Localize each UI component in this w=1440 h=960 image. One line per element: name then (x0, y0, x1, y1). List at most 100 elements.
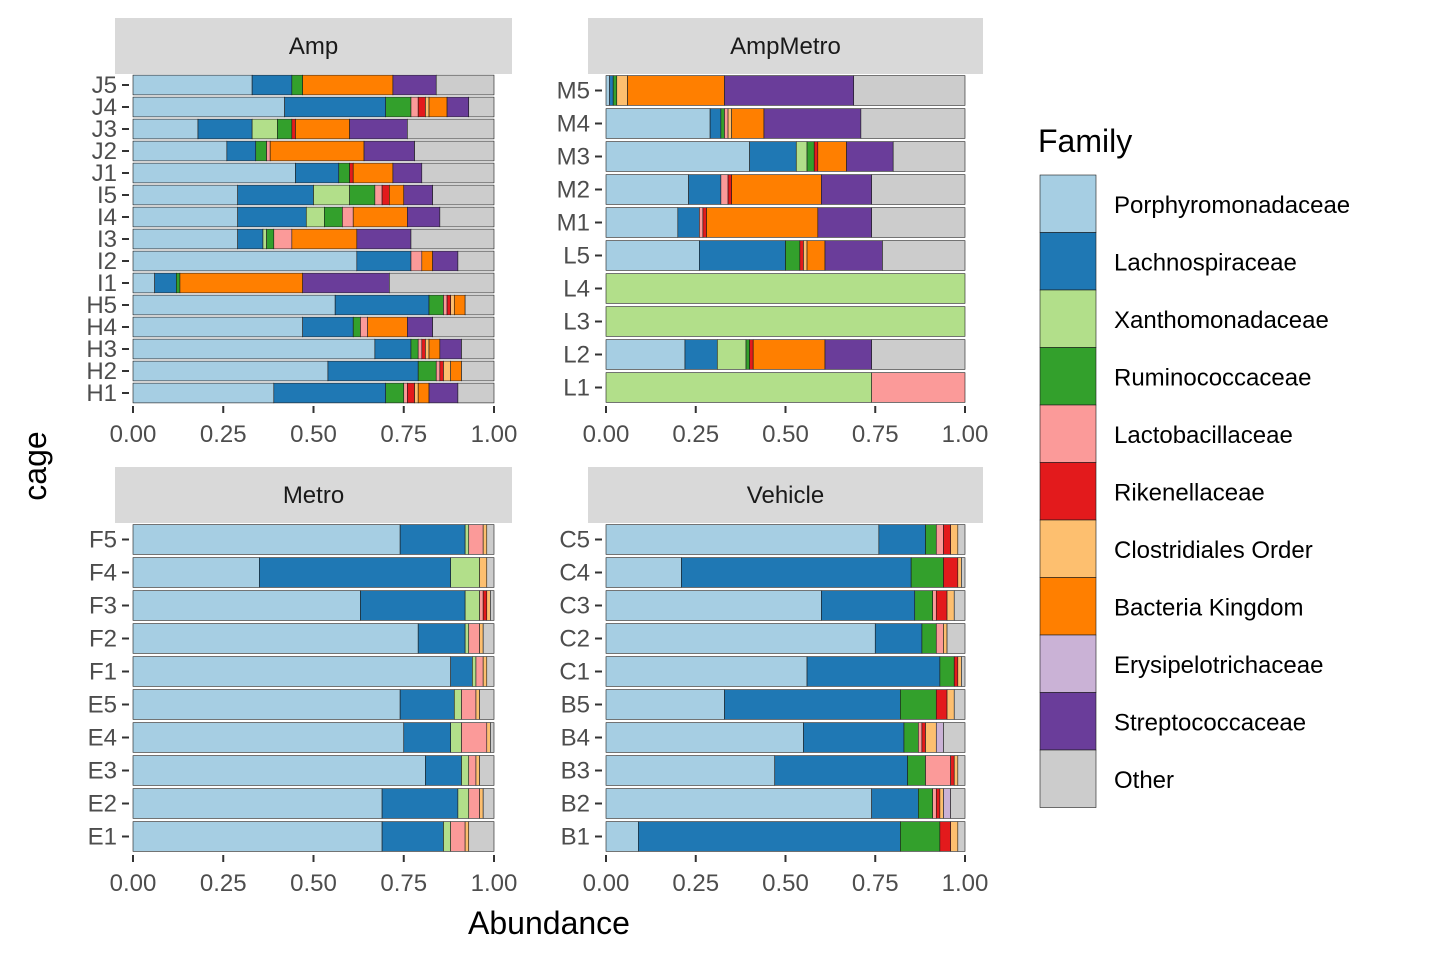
bar-segment-I3-lactobacillaceae (273, 228, 293, 250)
y-tick-label: J5 (92, 72, 117, 99)
legend-swatch (1039, 577, 1097, 636)
bar-segment-F3-porphyromonadaceae (132, 590, 361, 621)
bar-segment-E1-other (468, 821, 495, 852)
legend-item: Clostridiales Order (1039, 519, 1313, 578)
bar-segment-L2-lachnospiraceae (684, 339, 718, 370)
bar-segment-H1-bacteria-kingdom (417, 382, 430, 404)
bar-M2 (605, 174, 966, 205)
bar-segment-B5-other (953, 689, 966, 720)
bar-segment-M2-other (871, 174, 966, 205)
y-tick-label: J3 (92, 116, 117, 143)
bar-segment-F2-xanthomonadaceae (464, 623, 470, 654)
bar-segment-L5-clostridiales-order (803, 240, 808, 271)
bar-segment-J5-bacteria-kingdom (302, 74, 394, 96)
x-tick-label: 0.75 (852, 421, 899, 448)
bar-segment-L1-lactobacillaceae (871, 372, 966, 403)
bar-segment-F2-porphyromonadaceae (132, 623, 419, 654)
bar-segment-M3-ruminococcaceae (806, 141, 815, 172)
bar-segment-B3-lactobacillaceae (925, 755, 951, 786)
bar-segment-E1-lactobacillaceae (450, 821, 466, 852)
bar-segment-C2-lactobacillaceae (935, 623, 944, 654)
bar-E2 (132, 788, 495, 819)
facet-strip-label: Vehicle (747, 482, 824, 509)
bar-segment-I4-porphyromonadaceae (132, 206, 238, 228)
y-tick-label: H2 (86, 358, 117, 385)
facet-strip (115, 467, 512, 523)
x-tick-label: 0.50 (762, 870, 809, 897)
legend-swatch (1039, 634, 1097, 693)
bar-segment-H1-rikenellaceae (407, 382, 415, 404)
legend-label: Xanthomonadaceae (1114, 307, 1329, 334)
bar-segment-J4-clostridiales-order (425, 96, 430, 118)
y-tick-label: M4 (557, 111, 590, 138)
bar-segment-E3-porphyromonadaceae (132, 755, 426, 786)
bar-segment-I4-lachnospiraceae (237, 206, 307, 228)
bar-segment-E2-xanthomonadaceae (457, 788, 470, 819)
bar-segment-J1-porphyromonadaceae (132, 162, 296, 184)
bar-segment-I1-porphyromonadaceae (132, 272, 155, 294)
bar-segment-H5-porphyromonadaceae (132, 294, 336, 316)
bar-segment-J3-bacteria-kingdom (295, 118, 350, 140)
bar-segment-L3-xanthomonadaceae (605, 306, 966, 337)
bar-I2 (132, 250, 495, 272)
bar-segment-J1-rikenellaceae (349, 162, 354, 184)
legend-item: Bacteria Kingdom (1039, 577, 1303, 636)
bar-segment-B3-ruminococcaceae (907, 755, 926, 786)
x-tick-label: 0.00 (110, 870, 157, 897)
legend-swatch (1039, 347, 1097, 406)
bar-segment-I1-lachnospiraceae (154, 272, 177, 294)
y-tick-label: J4 (92, 94, 117, 121)
bar-segment-E5-other (479, 689, 495, 720)
bar-segment-H4-bacteria-kingdom (367, 316, 408, 338)
y-tick-label: C5 (559, 527, 590, 554)
bar-segment-J1-ruminococcaceae (338, 162, 350, 184)
bar-segment-M3-rikenellaceae (813, 141, 819, 172)
bar-segment-M3-streptococcaceae (846, 141, 894, 172)
bar-segment-J2-porphyromonadaceae (132, 140, 228, 162)
bar-segment-H1-lactobacillaceae (403, 382, 408, 404)
bar-segment-M3-porphyromonadaceae (605, 141, 750, 172)
bar-segment-J3-rikenellaceae (291, 118, 296, 140)
bar-segment-F1-porphyromonadaceae (132, 656, 451, 687)
bar-segment-L2-rikenellaceae (749, 339, 754, 370)
bar-segment-B2-porphyromonadaceae (605, 788, 872, 819)
x-tick-label: 1.00 (471, 870, 518, 897)
bar-segment-M4-clostridiales-order (727, 108, 732, 139)
y-tick-label: F5 (89, 527, 117, 554)
bar-J4 (132, 96, 495, 118)
x-tick-label: 0.75 (380, 870, 427, 897)
bar-segment-C5-other (957, 524, 966, 555)
facet-strip-label: AmpMetro (730, 33, 841, 60)
y-tick-label: I2 (97, 248, 117, 275)
bar-segment-F1-other (486, 656, 495, 687)
y-tick-label: B5 (561, 692, 590, 719)
bar-segment-H3-rikenellaceae (421, 338, 426, 360)
legend-swatch (1039, 519, 1097, 578)
bar-segment-C5-ruminococcaceae (925, 524, 937, 555)
x-tick-label: 0.25 (672, 421, 719, 448)
bar-segment-I3-lachnospiraceae (237, 228, 264, 250)
bar-segment-I5-streptococcaceae (403, 184, 433, 206)
bar-segment-C1-rikenellaceae (953, 656, 959, 687)
legend-item: Lactobacillaceae (1039, 404, 1293, 463)
bar-segment-C3-porphyromonadaceae (605, 590, 822, 621)
bar-segment-L2-bacteria-kingdom (752, 339, 826, 370)
bar-C2 (605, 623, 966, 654)
facet-strip (588, 467, 983, 523)
bar-segment-J4-porphyromonadaceae (132, 96, 285, 118)
bar-segment-H2-lachnospiraceae (327, 360, 419, 382)
bar-segment-F1-lachnospiraceae (450, 656, 473, 687)
bar-segment-H3-porphyromonadaceae (132, 338, 376, 360)
bar-segment-H1-ruminococcaceae (385, 382, 405, 404)
bar-segment-H4-ruminococcaceae (352, 316, 361, 338)
bar-segment-L2-streptococcaceae (824, 339, 872, 370)
bar-segment-C4-ruminococcaceae (910, 557, 944, 588)
bar-L5 (605, 240, 966, 271)
y-tick-label: B3 (561, 758, 590, 785)
bar-segment-H5-ruminococcaceae (428, 294, 444, 316)
bar-segment-E3-xanthomonadaceae (461, 755, 470, 786)
bar-segment-L2-xanthomonadaceae (716, 339, 747, 370)
x-tick-label: 1.00 (942, 421, 989, 448)
bar-segment-F5-porphyromonadaceae (132, 524, 401, 555)
bar-segment-F3-rikenellaceae (482, 590, 488, 621)
